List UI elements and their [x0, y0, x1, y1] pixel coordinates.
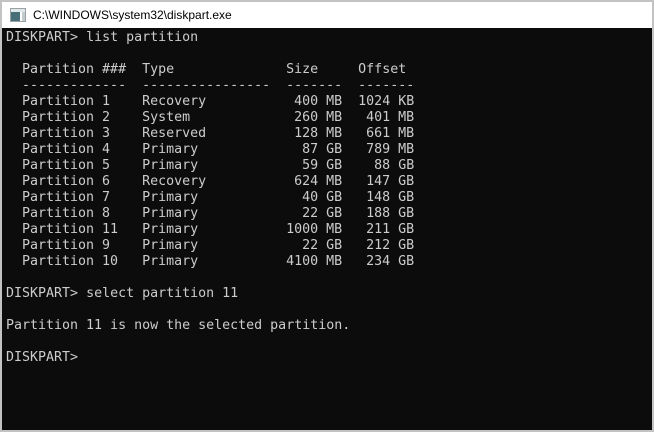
partition-number: Partition 6 — [22, 174, 111, 189]
partition-type: System — [142, 110, 191, 125]
separator-type: ---------------- — [142, 78, 271, 93]
header-type: Type — [142, 62, 175, 77]
partition-offset: 188 GB — [366, 206, 415, 221]
table-separator-row: ------------- ---------------- ------- ----… — [6, 78, 652, 94]
partition-offset: 147 GB — [366, 174, 415, 189]
partition-type: Recovery — [142, 94, 207, 109]
partition-offset: 789 MB — [366, 142, 415, 157]
window-title: C:\WINDOWS\system32\diskpart.exe — [33, 8, 232, 22]
command-line-list: DISKPART> list partition — [6, 30, 652, 46]
partition-number: Partition 4 — [22, 142, 111, 157]
partition-row: Partition 6 Recovery 624 MB 147 GB — [6, 174, 652, 190]
console-output-area[interactable]: DISKPART> list partition Partition ### Typ… — [2, 28, 652, 430]
partition-type: Recovery — [142, 174, 207, 189]
partition-size: 260 MB — [294, 110, 343, 125]
partition-number: Partition 11 — [22, 222, 119, 237]
blank-line — [6, 334, 652, 350]
partition-offset: 1024 KB — [358, 94, 415, 109]
console-app-icon — [10, 7, 26, 23]
partition-row: Partition 9 Primary 22 GB 212 GB — [6, 238, 652, 254]
partition-row: Partition 1 Recovery 400 MB 1024 KB — [6, 94, 652, 110]
partition-offset: 212 GB — [366, 238, 415, 253]
diskpart-prompt: DISKPART> — [6, 286, 79, 301]
partition-size: 4100 MB — [286, 254, 343, 269]
partition-size: 22 GB — [302, 206, 343, 221]
partition-number: Partition 3 — [22, 126, 111, 141]
partition-size: 400 MB — [294, 94, 343, 109]
titlebar[interactable]: C:\WINDOWS\system32\diskpart.exe — [2, 2, 652, 28]
list-partition-command: list partition — [86, 30, 199, 45]
partition-size: 624 MB — [294, 174, 343, 189]
partition-number: Partition 7 — [22, 190, 111, 205]
result-message: Partition 11 is now the selected partiti… — [6, 318, 351, 333]
command-prompt-current: DISKPART> — [6, 350, 652, 366]
partition-number: Partition 8 — [22, 206, 111, 221]
partition-offset: 234 GB — [366, 254, 415, 269]
partition-row: Partition 3 Reserved 128 MB 661 MB — [6, 126, 652, 142]
partition-number: Partition 1 — [22, 94, 111, 109]
partition-size: 40 GB — [302, 190, 343, 205]
header-offset: Offset — [358, 62, 407, 77]
separator-offset: ------- — [358, 78, 415, 93]
partition-row: Partition 8 Primary 22 GB 188 GB — [6, 206, 652, 222]
partition-size: 59 GB — [302, 158, 343, 173]
partition-type: Primary — [142, 238, 199, 253]
partition-offset: 661 MB — [366, 126, 415, 141]
partition-number: Partition 9 — [22, 238, 111, 253]
partition-type: Primary — [142, 206, 199, 221]
partition-size: 87 GB — [302, 142, 343, 157]
command-line-select: DISKPART> select partition 11 — [6, 286, 652, 302]
partition-row: Partition 11 Primary 1000 MB 211 GB — [6, 222, 652, 238]
header-partition: Partition ### — [22, 62, 127, 77]
diskpart-prompt: DISKPART> — [6, 350, 79, 365]
header-size: Size — [286, 62, 319, 77]
partition-size: 1000 MB — [286, 222, 343, 237]
partition-row: Partition 10 Primary 4100 MB 234 GB — [6, 254, 652, 270]
blank-line — [6, 302, 652, 318]
partition-number: Partition 5 — [22, 158, 111, 173]
table-header-row: Partition ### Type Size Offset — [6, 62, 652, 78]
diskpart-prompt: DISKPART> — [6, 30, 79, 45]
partition-offset: 401 MB — [366, 110, 415, 125]
partition-type: Primary — [142, 142, 199, 157]
partition-type: Primary — [142, 254, 199, 269]
partition-row: Partition 5 Primary 59 GB 88 GB — [6, 158, 652, 174]
partition-type: Primary — [142, 158, 199, 173]
partition-offset: 148 GB — [366, 190, 415, 205]
partition-type: Primary — [142, 222, 199, 237]
partition-type: Primary — [142, 190, 199, 205]
blank-line — [6, 46, 652, 62]
partition-type: Reserved — [142, 126, 207, 141]
partition-number: Partition 10 — [22, 254, 119, 269]
separator-size: ------- — [286, 78, 343, 93]
partition-row: Partition 4 Primary 87 GB 789 MB — [6, 142, 652, 158]
partition-size: 128 MB — [294, 126, 343, 141]
select-partition-command: select partition 11 — [86, 286, 239, 301]
blank-line — [6, 270, 652, 286]
partition-row: Partition 2 System 260 MB 401 MB — [6, 110, 652, 126]
partition-offset: 211 GB — [366, 222, 415, 237]
partition-offset: 88 GB — [374, 158, 415, 173]
partition-number: Partition 2 — [22, 110, 111, 125]
separator-partition: ------------- — [22, 78, 127, 93]
partition-size: 22 GB — [302, 238, 343, 253]
partition-row: Partition 7 Primary 40 GB 148 GB — [6, 190, 652, 206]
